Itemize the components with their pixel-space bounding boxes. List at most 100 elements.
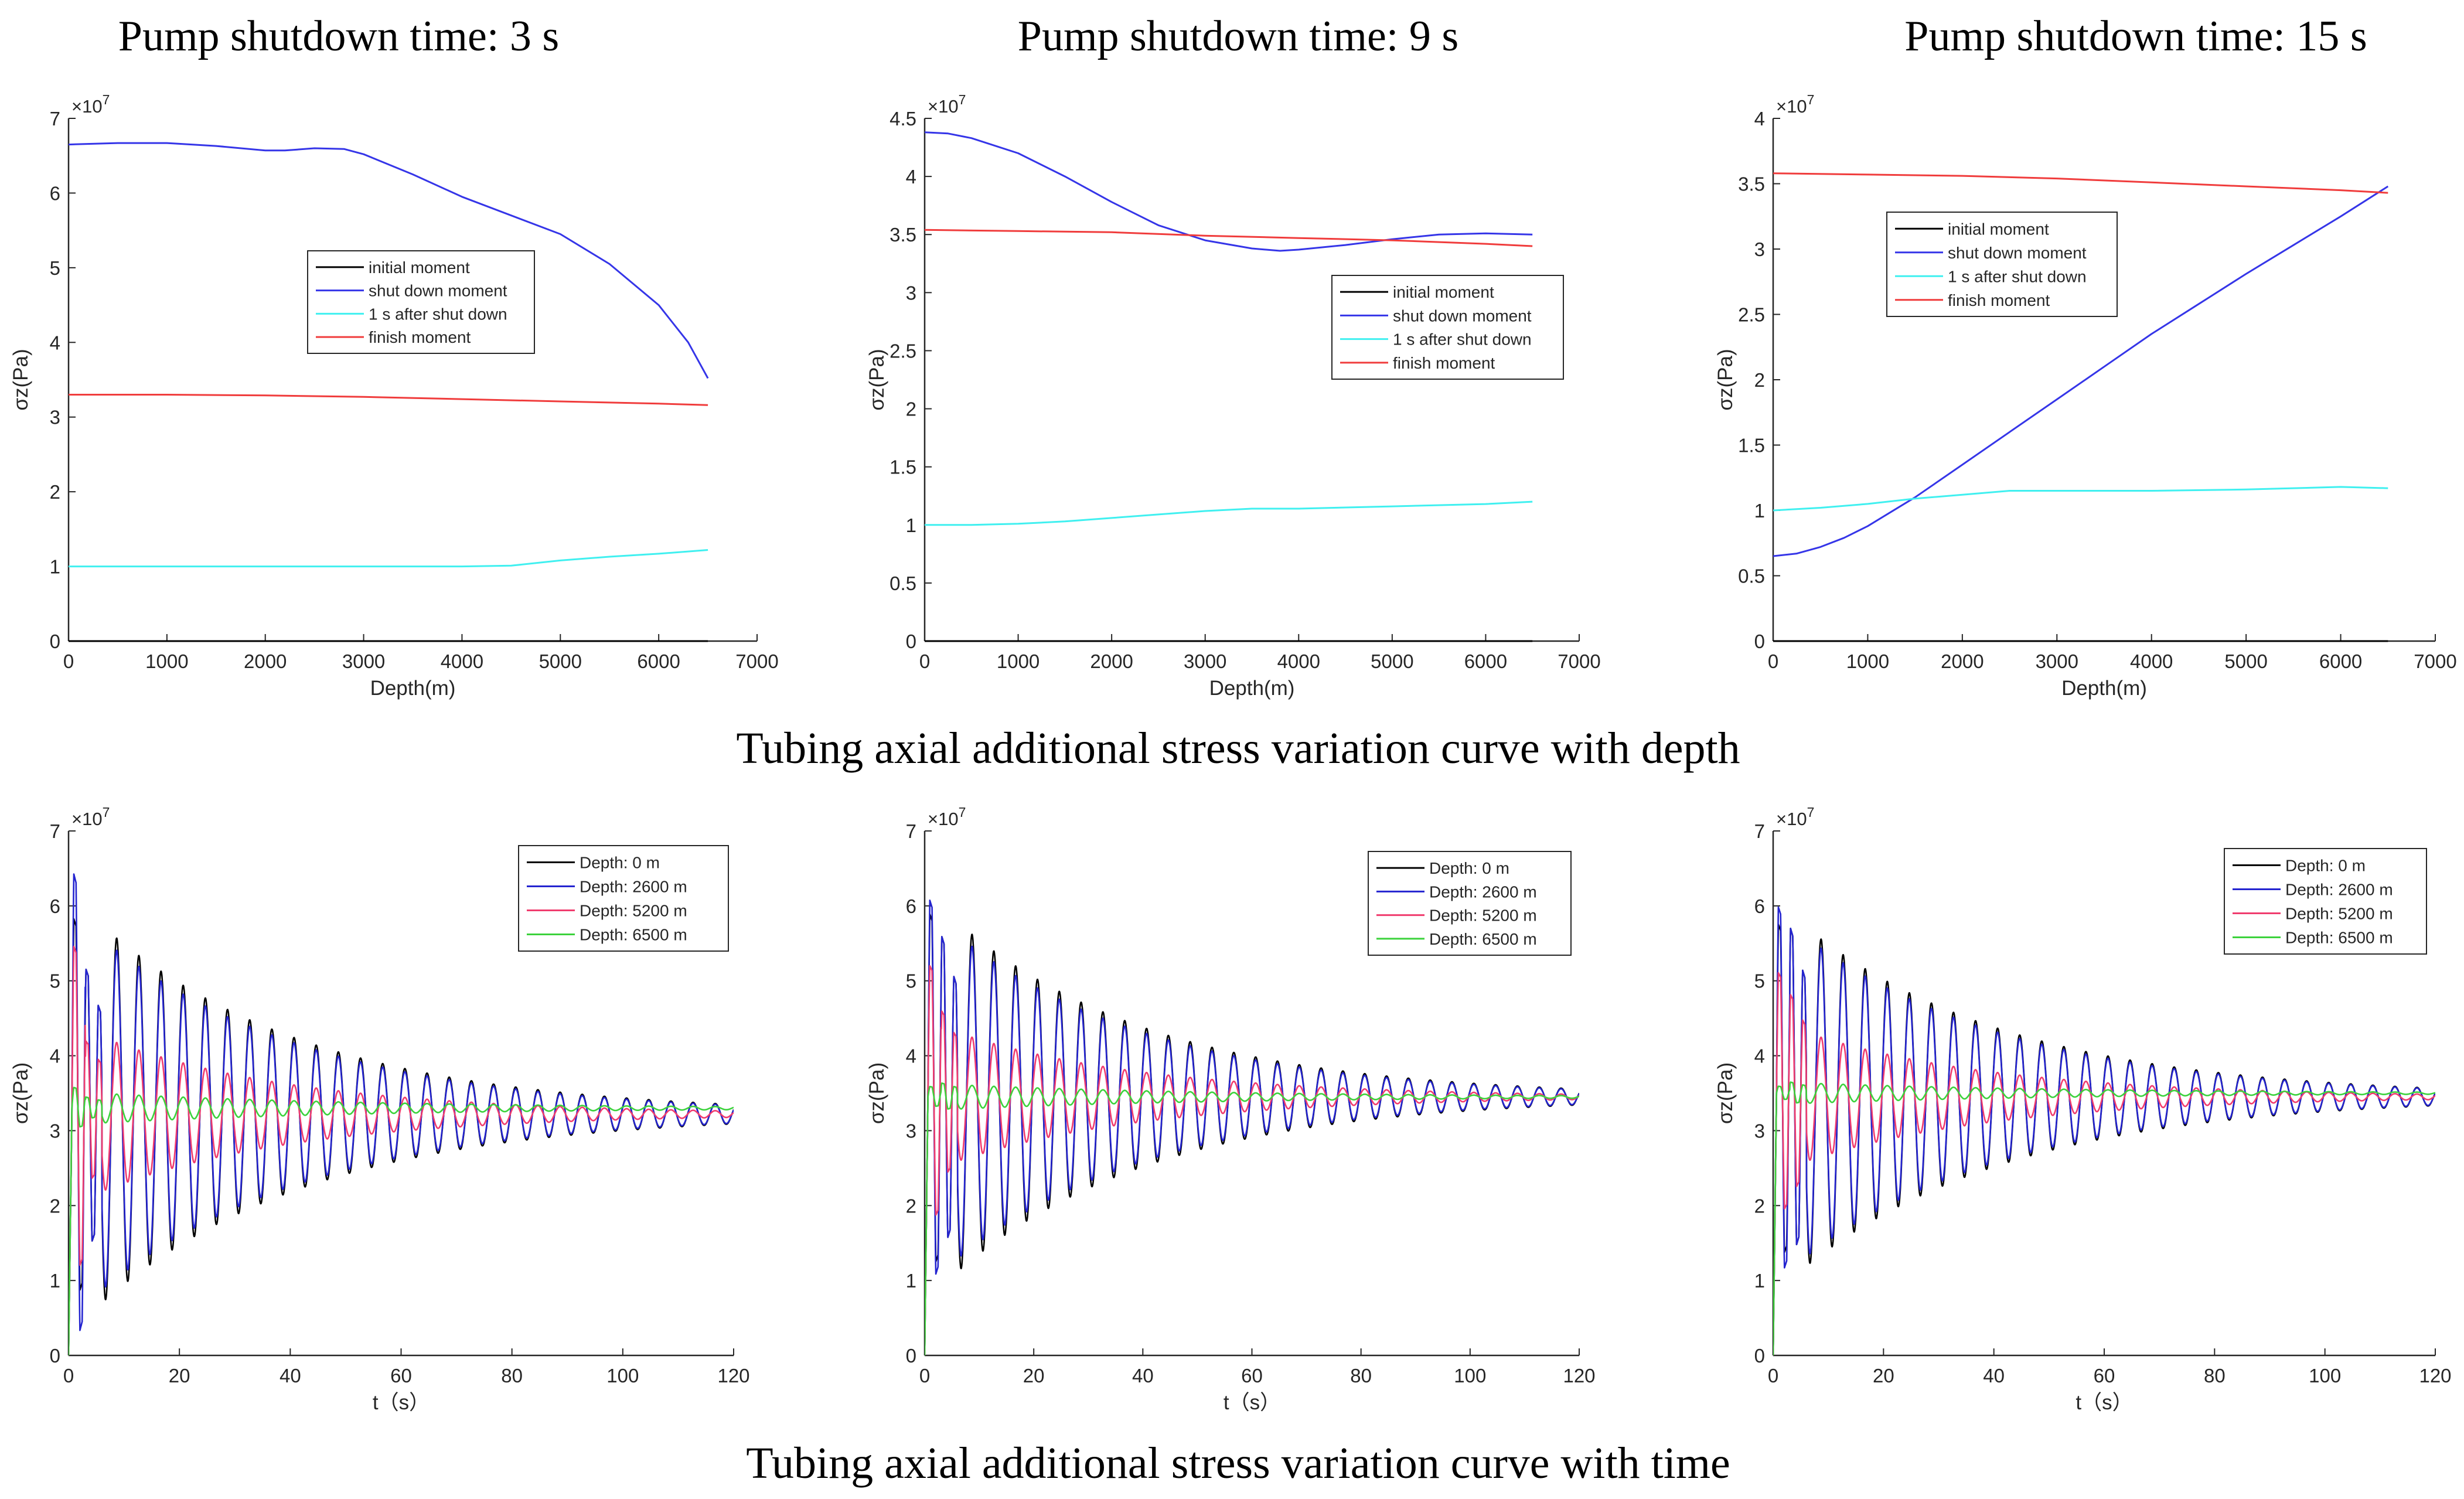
y-axis-label: σz(Pa) <box>1714 1062 1737 1124</box>
y-tick-label: 7 <box>1754 820 1765 842</box>
x-tick-label: 1000 <box>1846 650 1889 672</box>
legend-label: initial moment <box>1948 220 2049 238</box>
legend-label: Depth: 2600 m <box>580 878 687 896</box>
x-tick-label: 60 <box>2094 1365 2115 1386</box>
x-axis-label: Depth(m) <box>1209 677 1295 700</box>
x-tick-label: 1000 <box>145 650 188 672</box>
x-tick-label: 4000 <box>1277 650 1320 672</box>
legend: initial moment shut down moment 1 s after … <box>1331 275 1564 380</box>
exponent-label: ×107 <box>71 805 110 829</box>
y-tick-label: 5 <box>906 970 916 992</box>
x-tick-label: 120 <box>2419 1365 2451 1386</box>
y-tick-label: 3 <box>906 1120 916 1142</box>
x-tick-label: 2000 <box>244 650 287 672</box>
y-tick-label: 7 <box>50 108 60 130</box>
legend-label: Depth: 2600 m <box>2285 881 2393 899</box>
x-tick-label: 60 <box>1241 1365 1263 1386</box>
y-tick-label: 3.5 <box>890 224 916 246</box>
x-tick-label: 2000 <box>1090 650 1133 672</box>
legend: initial moment shut down moment 1 s after … <box>307 250 535 354</box>
chart-2: 0 1000 2000 3000 4000 5000 6000 7000 0 0.5 1 1.5 2 2.… <box>865 92 1601 700</box>
y-tick-label: 0 <box>906 631 916 652</box>
legend-label: Depth: 5200 m <box>2285 905 2393 923</box>
y-tick-label: 2 <box>1754 1195 1765 1217</box>
chart-4: 0 20 40 60 80 100 120 0 1 2 3 4 5 6 7 ×107 t（s） σz(Pa) Dep… <box>9 805 750 1414</box>
y-tick-label: 3 <box>50 407 60 428</box>
y-tick-label: 2 <box>1754 369 1765 391</box>
x-tick-label: 0 <box>63 1365 74 1386</box>
x-tick-label: 4000 <box>441 650 483 672</box>
legend-label: finish moment <box>1393 354 1495 372</box>
y-tick-label: 2 <box>50 481 60 503</box>
series-line-depth-6500-m <box>69 1086 734 1356</box>
column-title-3s: Pump shutdown time: 3 s <box>118 12 559 60</box>
y-tick-label: 1 <box>1754 500 1765 522</box>
y-tick-label: 3 <box>50 1120 60 1142</box>
legend-label: initial moment <box>369 258 470 277</box>
y-tick-label: 0 <box>50 1345 60 1367</box>
y-tick-label: 1 <box>50 556 60 578</box>
legend-label: 1 s after shut down <box>1393 331 1532 349</box>
x-tick-label: 20 <box>169 1365 190 1386</box>
legend: Depth: 0 m Depth: 2600 m Depth: 5200 m Dept… <box>1368 851 1572 956</box>
x-tick-label: 80 <box>1350 1365 1372 1386</box>
y-tick-label: 6 <box>906 895 916 917</box>
plot-area <box>1773 172 2389 642</box>
legend: Depth: 0 m Depth: 2600 m Depth: 5200 m Dept… <box>2224 848 2427 955</box>
legend: initial moment shut down moment 1 s after … <box>1886 212 2118 317</box>
legend-label: 1 s after shut down <box>1948 267 2087 285</box>
legend-label: Depth: 0 m <box>1429 859 1509 877</box>
y-axis-label: σz(Pa) <box>1714 349 1737 410</box>
x-tick-label: 3000 <box>2036 650 2078 672</box>
y-tick-label: 1 <box>906 515 916 536</box>
plot-area <box>925 131 1533 642</box>
x-tick-label: 7000 <box>1558 650 1600 672</box>
y-tick-label: 4 <box>1754 108 1765 130</box>
y-axis-label: σz(Pa) <box>9 1062 32 1124</box>
x-tick-label: 0 <box>1768 650 1778 672</box>
y-tick-label: 0 <box>1754 1345 1765 1367</box>
y-tick-label: 3 <box>1754 1120 1765 1142</box>
y-tick-label: 4 <box>906 1045 916 1067</box>
series-line-shut-down-moment <box>69 142 709 379</box>
x-tick-label: 20 <box>1023 1365 1045 1386</box>
legend-label: shut down moment <box>1948 244 2087 262</box>
legend-label: 1 s after shut down <box>369 305 507 323</box>
x-tick-label: 5000 <box>1371 650 1413 672</box>
series-line-depth-6500-m <box>925 1082 1579 1356</box>
y-tick-label: 3 <box>906 282 916 304</box>
x-tick-label: 2000 <box>1941 650 1984 672</box>
chart-5: 0 20 40 60 80 100 120 0 1 2 3 4 5 6 7 ×107 t（s） σz(Pa) Dep… <box>865 805 1596 1414</box>
column-title-15s: Pump shutdown time: 15 s <box>1904 12 2367 60</box>
x-tick-label: 80 <box>2204 1365 2226 1386</box>
x-axis-label: Depth(m) <box>370 677 456 700</box>
y-tick-label: 5 <box>1754 970 1765 992</box>
y-axis-label: σz(Pa) <box>865 1062 888 1124</box>
series-line-1-s-after-shut-down <box>1773 486 2388 512</box>
y-tick-label: 6 <box>50 895 60 917</box>
y-tick-label: 4 <box>1754 1045 1765 1067</box>
y-tick-label: 2.5 <box>890 340 916 362</box>
y-tick-label: 0.5 <box>1738 565 1765 587</box>
series-line-shut-down-moment <box>1773 185 2389 557</box>
y-tick-label: 4 <box>50 332 60 353</box>
chart-1: 0 1000 2000 3000 4000 5000 6000 7000 0 1 2 3 4 5 6 7 ×10… <box>9 92 779 700</box>
y-tick-label: 4 <box>906 166 916 188</box>
y-tick-label: 0 <box>906 1345 916 1367</box>
x-tick-label: 120 <box>1563 1365 1595 1386</box>
y-tick-label: 0 <box>50 631 60 652</box>
x-tick-label: 3000 <box>1184 650 1226 672</box>
y-tick-label: 1 <box>1754 1270 1765 1292</box>
y-tick-label: 3 <box>1754 239 1765 260</box>
y-tick-label: 1 <box>50 1270 60 1292</box>
plot-area <box>925 900 1579 1356</box>
x-axis-label: t（s） <box>1224 1391 1280 1414</box>
y-tick-label: 4.5 <box>890 108 916 130</box>
legend-label: Depth: 6500 m <box>580 926 687 944</box>
legend-label: Depth: 0 m <box>2285 857 2366 875</box>
legend: Depth: 0 m Depth: 2600 m Depth: 5200 m Dept… <box>518 845 729 952</box>
legend-label: finish moment <box>369 328 471 346</box>
series-line-finish-moment <box>925 229 1533 247</box>
x-axis-label: t（s） <box>2076 1391 2132 1414</box>
